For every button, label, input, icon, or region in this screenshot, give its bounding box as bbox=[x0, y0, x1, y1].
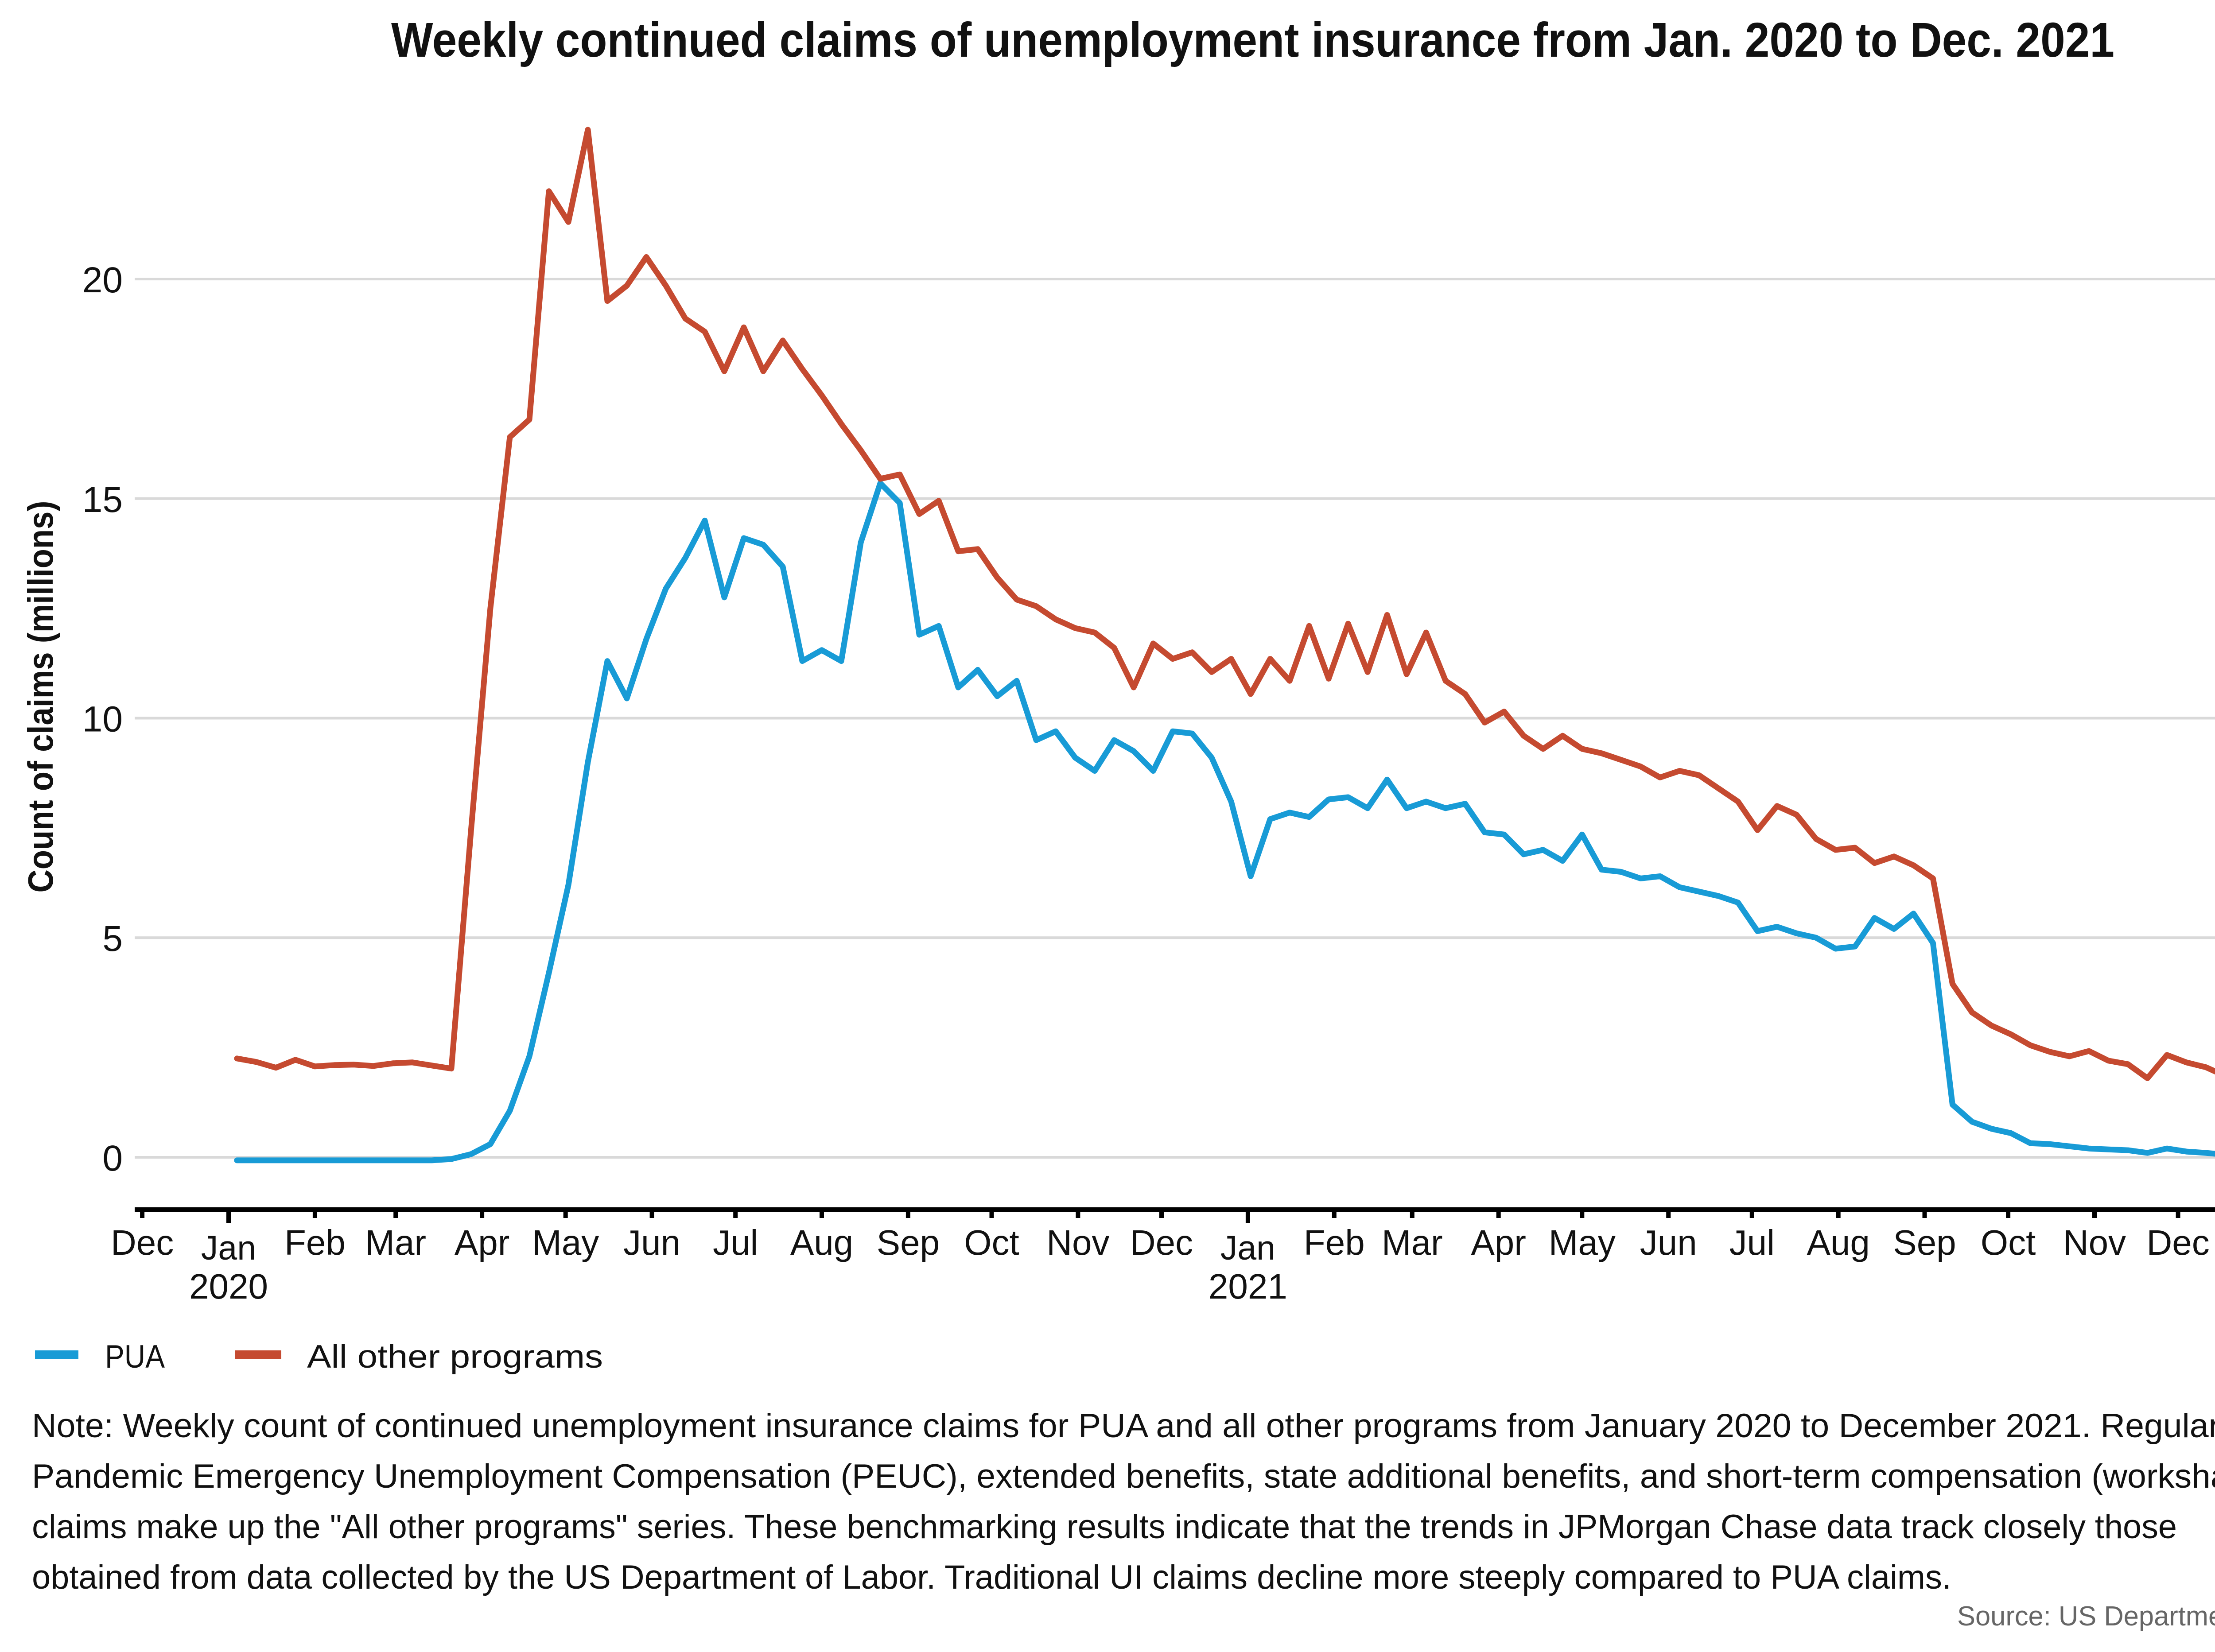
svg-text:Dec: Dec bbox=[111, 1223, 174, 1262]
svg-text:Feb: Feb bbox=[284, 1223, 346, 1262]
svg-text:Mar: Mar bbox=[365, 1223, 426, 1262]
svg-text:10: 10 bbox=[82, 699, 123, 740]
svg-text:Aug: Aug bbox=[1807, 1223, 1870, 1262]
svg-text:Jun: Jun bbox=[623, 1223, 680, 1262]
svg-text:obtained from data collected b: obtained from data collected by the US D… bbox=[32, 1559, 1951, 1596]
svg-text:20: 20 bbox=[82, 260, 123, 300]
svg-text:Mar: Mar bbox=[1382, 1223, 1443, 1262]
svg-text:Apr: Apr bbox=[455, 1223, 510, 1262]
svg-text:Sep: Sep bbox=[1893, 1223, 1956, 1262]
svg-text:0: 0 bbox=[102, 1138, 123, 1179]
svg-text:Apr: Apr bbox=[1471, 1223, 1526, 1262]
svg-text:Nov: Nov bbox=[1046, 1223, 1109, 1262]
svg-text:2021: 2021 bbox=[1209, 1267, 1287, 1306]
svg-text:Jan: Jan bbox=[201, 1229, 256, 1267]
svg-text:Jul: Jul bbox=[1729, 1223, 1775, 1262]
svg-text:Oct: Oct bbox=[964, 1223, 1019, 1262]
svg-text:Note: Weekly count of continue: Note: Weekly count of continued unemploy… bbox=[32, 1407, 2215, 1445]
svg-text:Dec: Dec bbox=[2146, 1223, 2209, 1262]
svg-text:claims make up the "All other: claims make up the "All other programs" … bbox=[32, 1508, 2177, 1546]
svg-text:5: 5 bbox=[102, 919, 123, 959]
svg-text:May: May bbox=[532, 1223, 599, 1262]
svg-text:Aug: Aug bbox=[790, 1223, 853, 1262]
svg-text:Weekly continued claims of une: Weekly continued claims of unemployment … bbox=[391, 13, 2114, 67]
svg-text:PUA: PUA bbox=[105, 1339, 165, 1375]
svg-text:2020: 2020 bbox=[189, 1267, 268, 1306]
svg-text:May: May bbox=[1549, 1223, 1616, 1262]
svg-text:Jul: Jul bbox=[713, 1223, 758, 1262]
svg-text:Sep: Sep bbox=[877, 1223, 940, 1262]
svg-text:Pandemic Emergency Unemploymen: Pandemic Emergency Unemployment Compensa… bbox=[32, 1458, 2215, 1495]
svg-text:Source: US Department of Labor: Source: US Department of Labor bbox=[1957, 1601, 2215, 1632]
svg-text:Nov: Nov bbox=[2063, 1223, 2126, 1262]
svg-text:Count of claims (millions): Count of claims (millions) bbox=[21, 501, 60, 893]
svg-text:15: 15 bbox=[82, 480, 123, 520]
svg-text:Jan: Jan bbox=[1220, 1229, 1275, 1267]
svg-text:Oct: Oct bbox=[1981, 1223, 2036, 1262]
svg-text:Feb: Feb bbox=[1304, 1223, 1365, 1262]
svg-text:Dec: Dec bbox=[1130, 1223, 1193, 1262]
svg-text:Jun: Jun bbox=[1640, 1223, 1697, 1262]
svg-text:All other programs: All other programs bbox=[307, 1339, 603, 1375]
